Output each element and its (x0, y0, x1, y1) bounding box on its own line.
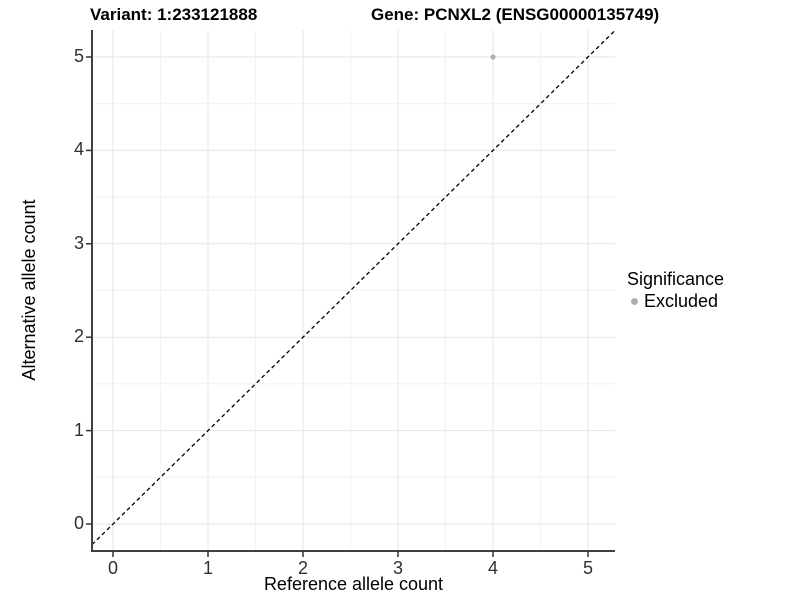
legend-item-excluded: Excluded (627, 291, 724, 312)
y-tick-label: 3 (73, 232, 84, 253)
x-tick-label: 2 (297, 558, 308, 578)
x-tick-label: 0 (107, 558, 118, 578)
data-point (490, 54, 496, 60)
legend: Significance Excluded (627, 268, 724, 312)
y-tick-label: 1 (73, 419, 84, 440)
y-axis-title: Alternative allele count (19, 199, 39, 381)
plot-title-gene: Gene: PCNXL2 (ENSG00000135749) (371, 5, 660, 24)
y-tick-label: 4 (73, 139, 84, 160)
x-tick-label: 4 (487, 558, 498, 578)
y-tick-label: 2 (73, 326, 84, 347)
legend-item-label: Excluded (644, 291, 719, 311)
x-tick-label: 5 (582, 558, 593, 578)
y-tick-label: 0 (73, 513, 84, 533)
x-tick-label: 3 (392, 558, 403, 578)
y-tick-label: 5 (73, 46, 84, 66)
x-axis-title: Reference allele count (263, 574, 444, 594)
legend-point-icon (631, 298, 638, 305)
x-tick-label: 1 (202, 558, 213, 578)
plot-title-variant: Variant: 1:233121888 (90, 5, 258, 24)
legend-title: Significance (627, 269, 725, 289)
identity-line (91, 29, 616, 546)
